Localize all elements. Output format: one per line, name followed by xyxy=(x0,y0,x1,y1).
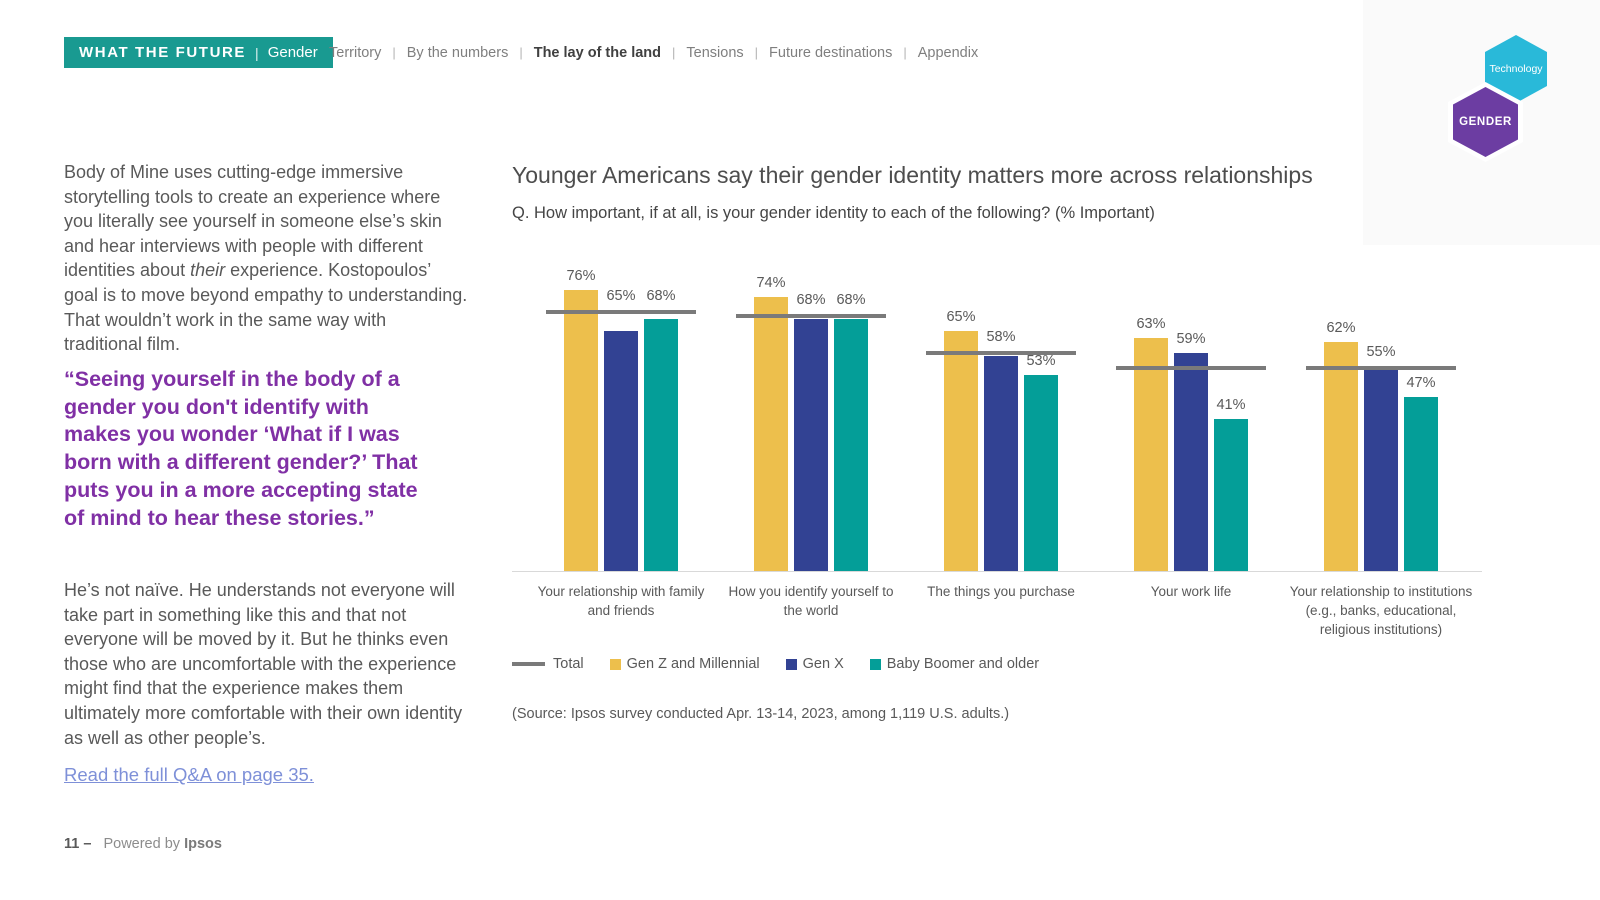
bar-value-label: 65% xyxy=(606,288,636,304)
bar-baby-boomer-and-older xyxy=(1214,419,1248,571)
nav-item-future-destinations[interactable]: Future destinations xyxy=(769,44,893,61)
bar-cluster xyxy=(944,272,1058,571)
category-label: Your work life xyxy=(1150,584,1232,599)
boomer-swatch xyxy=(869,658,881,670)
bar-cluster xyxy=(754,272,868,571)
paragraph-1-text: Body of Mine uses cutting-edge immersive… xyxy=(64,162,442,281)
article-paragraph-1: Body of Mine uses cutting-edge immersive… xyxy=(64,160,468,357)
nav-separator: | xyxy=(903,45,907,60)
bar-group: 63% 59% 41% xyxy=(1096,272,1286,571)
bar-gen-x xyxy=(794,319,828,571)
pull-quote: “Seeing yourself in the body of a gender… xyxy=(64,367,418,530)
legend-label-total: Total xyxy=(553,656,584,672)
total-line xyxy=(546,310,696,314)
legend-item-total: Total xyxy=(512,656,584,672)
legend-label-genx: Gen X xyxy=(802,656,844,672)
genx-swatch xyxy=(785,658,797,670)
bar-gen-z-and-millennial xyxy=(1324,341,1358,571)
page-footer: 11 – Powered by Ipsos xyxy=(64,836,222,852)
total-line xyxy=(1306,365,1456,370)
bar-gen-z-and-millennial xyxy=(754,297,788,571)
bar-value-label: 74% xyxy=(756,275,786,292)
total-line xyxy=(1116,365,1266,370)
top-nav: Territory | By the numbers | The lay of … xyxy=(329,37,984,68)
category-label: Your relationship to institutions (e.g.,… xyxy=(1289,584,1473,637)
bar-group: 62% 55% 47% xyxy=(1286,272,1476,571)
bar-value-label: 55% xyxy=(1366,343,1396,360)
brand-badge-title: WHAT THE FUTURE xyxy=(79,44,247,61)
bar-value-label: 59% xyxy=(1176,330,1206,347)
bar-value-label: 47% xyxy=(1406,375,1436,392)
bar-value-label: 41% xyxy=(1216,397,1246,414)
chart-source-note: (Source: Ipsos survey conducted Apr. 13-… xyxy=(512,706,1010,722)
bar-gen-z-and-millennial xyxy=(944,330,978,571)
nav-item-territory[interactable]: Territory xyxy=(329,44,382,61)
bar-value-label: 68% xyxy=(646,288,676,304)
bar-cluster xyxy=(1324,272,1438,571)
nav-separator: | xyxy=(392,45,396,60)
total-line xyxy=(736,313,886,318)
bar-baby-boomer-and-older xyxy=(644,319,678,571)
bar-baby-boomer-and-older xyxy=(1404,397,1438,571)
bar-baby-boomer-and-older xyxy=(834,319,868,571)
bar-group: 65% 58% 53% xyxy=(906,272,1096,571)
bar-value-label: 68% xyxy=(796,291,826,308)
read-full-qa-link[interactable]: Read the full Q&A on page 35. xyxy=(64,764,314,785)
bar-gen-x xyxy=(1364,367,1398,571)
nav-item-tensions[interactable]: Tensions xyxy=(686,44,744,61)
bar-value-label: 68% xyxy=(836,291,866,308)
nav-separator: | xyxy=(672,45,676,60)
genz-millennial-swatch xyxy=(609,658,621,670)
legend-item-boomer: Baby Boomer and older xyxy=(869,656,1040,672)
page-number: 11 – xyxy=(64,836,92,852)
bar-gen-x xyxy=(1174,352,1208,571)
bar-gen-z-and-millennial xyxy=(564,289,598,571)
nav-item-the-lay-of-the-land[interactable]: The lay of the land xyxy=(533,44,662,61)
bar-cluster xyxy=(564,272,678,571)
total-line-swatch xyxy=(512,662,545,666)
bar-value-label: 65% xyxy=(946,308,976,325)
chart-title: Younger Americans say their gender ident… xyxy=(512,162,1313,188)
category-axis-labels: Your relationship with family and friend… xyxy=(512,582,1482,639)
bar-gen-z-and-millennial xyxy=(1134,337,1168,571)
gender-hexagon-label: GENDER xyxy=(1459,116,1512,128)
category-label: How you identify yourself to the world xyxy=(728,584,894,618)
bar-value-label: 63% xyxy=(1136,315,1166,332)
brand-badge-edition: Gender xyxy=(267,44,318,61)
ipsos-brand: Ipsos xyxy=(184,836,222,852)
chart-legend: Total Gen Z and Millennial Gen X Baby Bo… xyxy=(512,656,1039,672)
category-label: The things you purchase xyxy=(927,584,1075,599)
article-paragraph-2: He’s not naïve. He understands not every… xyxy=(64,580,463,748)
legend-label-boomer: Baby Boomer and older xyxy=(886,656,1040,672)
brand-badge: WHAT THE FUTURE | Gender xyxy=(64,37,333,68)
paragraph-1-italic-word: their xyxy=(190,260,226,281)
bar-value-label: 76% xyxy=(566,267,596,284)
category-label: Your relationship with family and friend… xyxy=(537,584,705,618)
legend-item-genz-millennial: Gen Z and Millennial xyxy=(609,656,760,672)
nav-separator: | xyxy=(519,45,523,60)
bar-gen-x xyxy=(984,356,1018,571)
bar-value-label: 62% xyxy=(1326,319,1356,336)
total-line xyxy=(926,350,1076,355)
bar-value-label: 53% xyxy=(1026,352,1056,369)
bar-cluster xyxy=(1134,272,1248,571)
paragraph-1-text-after: experience. Kostopoulos’ goal is to move… xyxy=(64,260,468,355)
legend-label-genz-millennial: Gen Z and Millennial xyxy=(626,656,760,672)
gender-hexagon-icon: GENDER xyxy=(1453,87,1518,157)
bar-group: 74% 68% 68% xyxy=(716,272,906,571)
legend-item-genx: Gen X xyxy=(785,656,844,672)
powered-by-text: Powered by xyxy=(103,836,181,852)
bar-gen-x xyxy=(604,330,638,571)
bar-chart-plot-area: 76% 65% 68% 74% 68% 68% 65% 58% 53% 63% 59% 41% 62% 5… xyxy=(512,268,1482,572)
nav-item-appendix[interactable]: Appendix xyxy=(917,44,979,61)
bar-group: 76% 65% 68% xyxy=(526,268,716,571)
bar-value-label: 58% xyxy=(986,328,1016,345)
nav-separator: | xyxy=(754,45,759,60)
technology-hexagon-label: Technology xyxy=(1489,63,1543,75)
brand-badge-separator: | xyxy=(255,44,259,61)
bar-baby-boomer-and-older xyxy=(1024,374,1058,571)
chart-question: Q. How important, if at all, is your gen… xyxy=(512,204,1155,222)
nav-item-by-the-numbers[interactable]: By the numbers xyxy=(406,44,509,61)
